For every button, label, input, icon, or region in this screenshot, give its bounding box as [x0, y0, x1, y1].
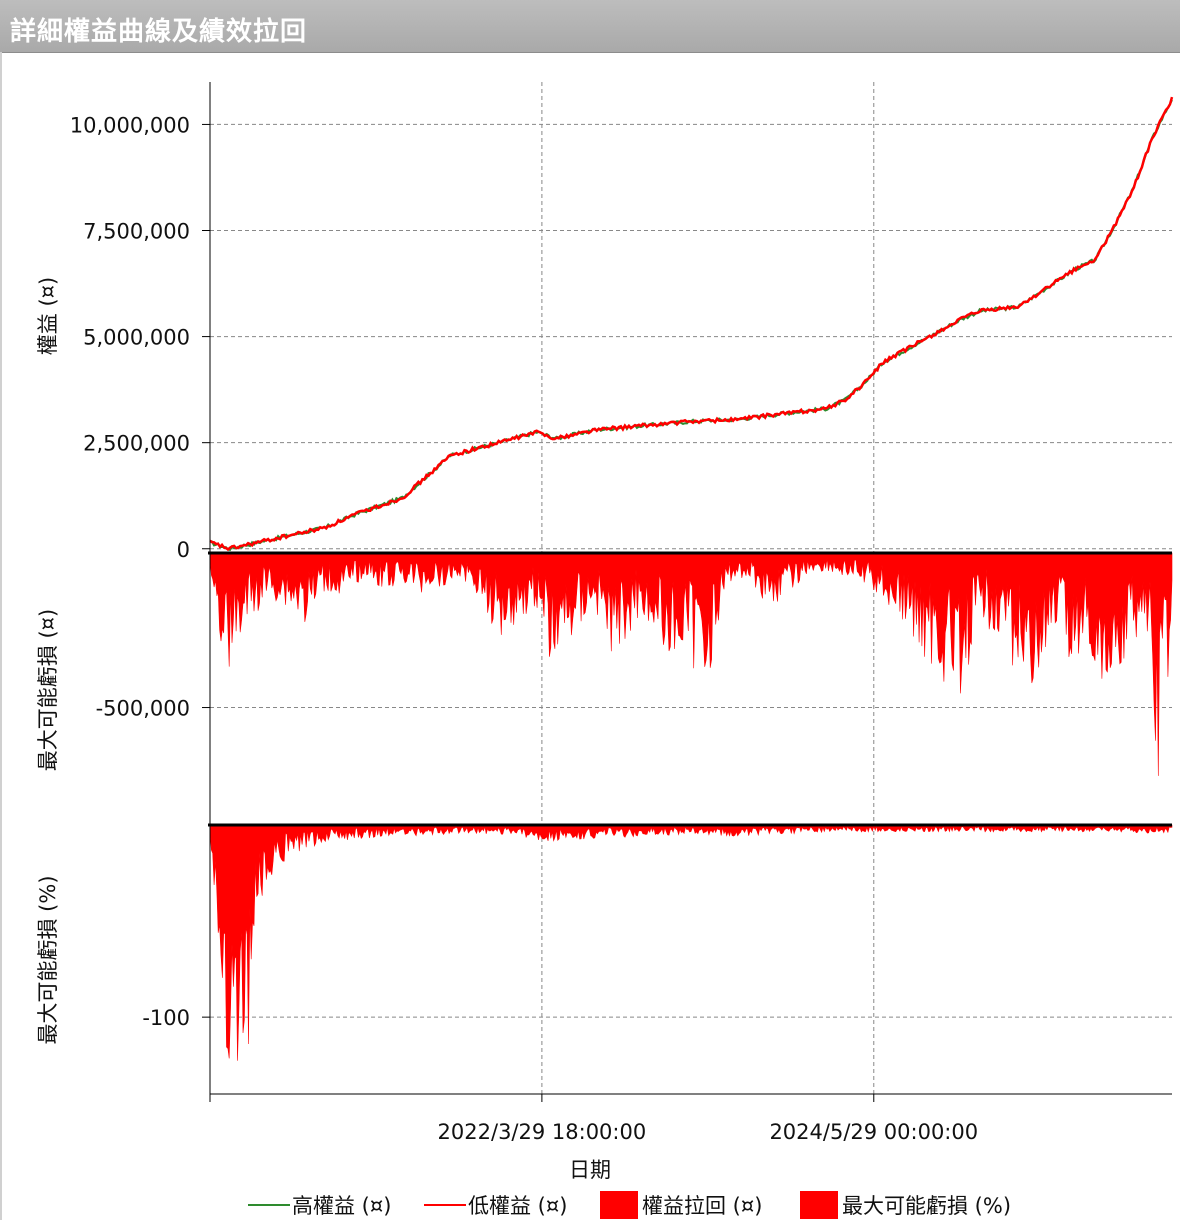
axis-layer: 0 2,500,000 5,000,000 7,500,000 10,000,000 -5… [70, 82, 1172, 1144]
legend-label: 權益拉回 (¤) [642, 1194, 762, 1218]
title-bar: 詳細權益曲線及績效拉回 [0, 0, 1180, 53]
series-layer [209, 96, 1174, 1061]
legend-swatch-box [800, 1191, 838, 1219]
high-equity-line [209, 99, 1173, 552]
drawdown-percent-area [209, 824, 1173, 1061]
y-tick-label: -500,000 [96, 697, 190, 721]
x-axis-label: 日期 [569, 1158, 611, 1182]
y-tick-label: 2,500,000 [83, 432, 190, 456]
legend-swatch-box [600, 1191, 638, 1219]
y-tick-label: 5,000,000 [83, 326, 190, 350]
legend-label: 低權益 (¤) [468, 1194, 567, 1218]
y-axis-label-drawdown-percent: 最大可能虧損 (%) [36, 875, 60, 1044]
y-tick-label: -100 [142, 1006, 190, 1030]
x-tick-label: 2022/3/29 18:00:00 [438, 1120, 647, 1144]
y-axis-label-equity: 權益 (¤) [36, 277, 60, 355]
chart-frame [0, 52, 1180, 1220]
legend-label: 最大可能虧損 (%) [842, 1194, 1011, 1218]
grid-layer [210, 82, 1172, 1094]
x-tick-label: 2024/5/29 00:00:00 [769, 1120, 978, 1144]
legend-label: 高權益 (¤) [292, 1194, 391, 1218]
low-equity-line [209, 96, 1174, 552]
y-tick-label: 0 [177, 538, 190, 562]
legend: 高權益 (¤) 低權益 (¤) 權益拉回 (¤) 最大可能虧損 (%) [248, 1191, 1011, 1219]
window-title: 詳細權益曲線及績效拉回 [10, 17, 308, 47]
y-tick-label: 10,000,000 [70, 113, 190, 137]
y-axis-label-drawdown-amount: 最大可能虧損 (¤) [36, 609, 60, 771]
drawdown-amount-area [209, 552, 1173, 776]
y-tick-label: 7,500,000 [83, 220, 190, 244]
